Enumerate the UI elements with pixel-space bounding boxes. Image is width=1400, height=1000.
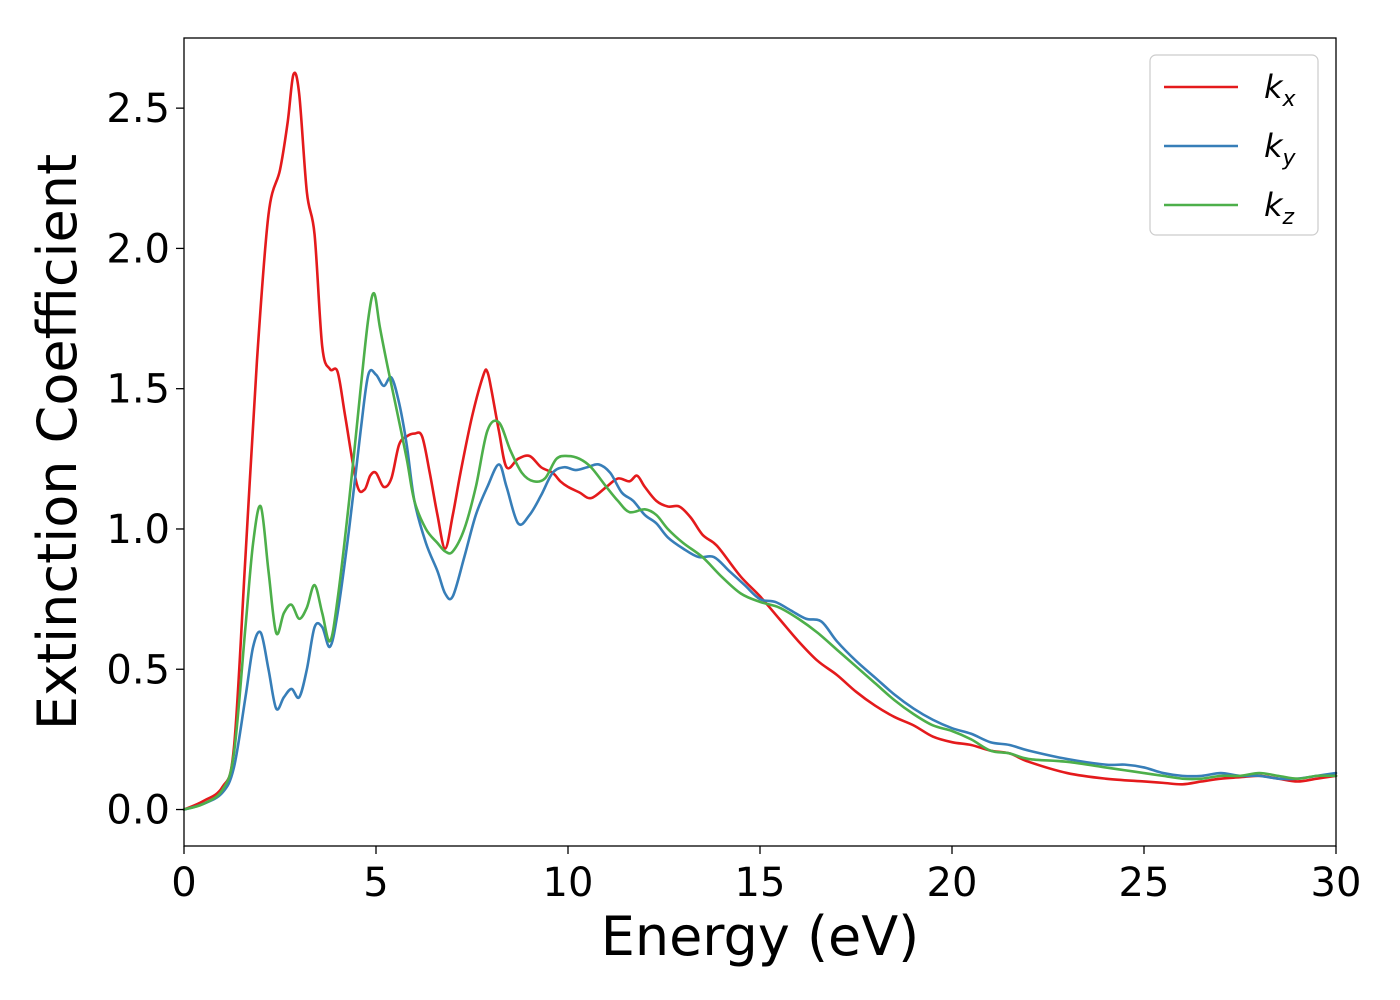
x-tick-label: 30 [1311,860,1362,906]
y-tick-label: 1.0 [106,507,170,553]
x-tick-label: 25 [1119,860,1170,906]
y-tick-label: 0.0 [106,788,170,834]
legend-label-z: kz [1264,186,1295,230]
legend-label-x: kx [1264,68,1297,112]
x-axis-ticks: 0 5 10 15 20 25 30 [171,846,1361,906]
legend: kx ky kz [1149,54,1319,236]
y-axis-label: Extinction Coefficient [26,154,89,730]
plot-lines [182,71,1338,811]
y-tick-label: 2.5 [106,86,170,132]
series-line-z [182,292,1338,811]
y-axis-ticks: 0.0 0.5 1.0 1.5 2.0 2.5 [106,86,184,834]
x-tick-label: 15 [735,860,786,906]
y-tick-label: 2.0 [106,226,170,272]
x-tick-label: 0 [171,860,196,906]
y-tick-label: 1.5 [106,367,170,413]
legend-label-y: ky [1264,127,1297,171]
x-tick-label: 20 [927,860,978,906]
x-axis-label: Energy (eV) [601,905,920,968]
x-tick-label: 5 [363,860,388,906]
x-tick-label: 10 [543,860,594,906]
y-tick-label: 0.5 [106,647,170,693]
